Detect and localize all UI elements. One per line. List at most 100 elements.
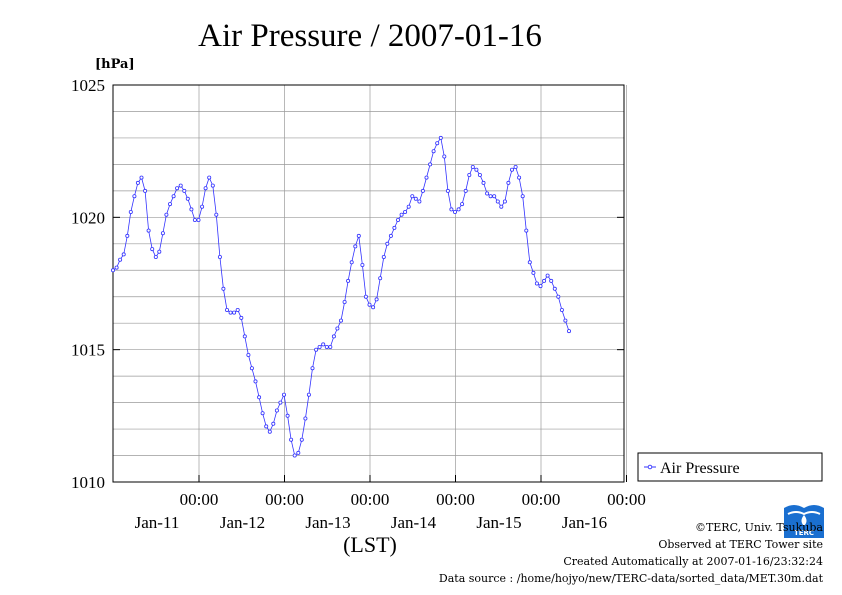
data-point xyxy=(132,194,137,199)
data-point xyxy=(410,194,415,199)
data-point xyxy=(509,167,514,172)
data-point xyxy=(328,344,333,349)
legend-label-air-pressure: Air Pressure xyxy=(660,460,740,477)
data-point xyxy=(150,247,155,252)
data-point xyxy=(200,204,205,209)
y-tick-label: 1025 xyxy=(71,76,105,95)
data-point xyxy=(556,294,561,299)
data-point xyxy=(285,413,290,418)
data-point xyxy=(192,217,197,222)
data-point xyxy=(157,249,162,254)
data-point xyxy=(182,188,187,193)
data-point xyxy=(495,199,500,204)
x-tick-time-label: 00:00 xyxy=(351,490,390,509)
data-point xyxy=(517,175,522,180)
footer-created: Created Automatically at 2007-01-16/23:3… xyxy=(563,555,823,568)
terc-logo: TERC xyxy=(784,505,824,538)
chart-title: Air Pressure / 2007-01-16 xyxy=(198,18,542,54)
y-axis-ticks: 1010 1015 1020 1025 xyxy=(71,76,624,492)
data-point xyxy=(467,172,472,177)
data-point xyxy=(260,411,265,416)
data-point xyxy=(520,194,525,199)
data-point xyxy=(559,307,564,312)
data-point xyxy=(224,307,229,312)
data-point xyxy=(378,276,383,281)
data-point xyxy=(342,299,347,304)
data-point xyxy=(435,141,440,146)
data-point xyxy=(289,437,294,442)
data-point xyxy=(331,334,336,339)
data-point xyxy=(253,379,258,384)
data-point xyxy=(239,315,244,320)
footer-copyright: ©TERC, Univ. Tsukuba xyxy=(694,521,823,534)
data-point xyxy=(356,233,361,238)
y-tick-label: 1010 xyxy=(71,473,105,492)
x-tick-time-label: 00:00 xyxy=(265,490,304,509)
data-point xyxy=(563,318,568,323)
data-point xyxy=(349,260,354,265)
x-tick-time-label: 00:00 xyxy=(522,490,561,509)
data-point xyxy=(246,352,251,357)
x-axis-label: (LST) xyxy=(343,532,397,557)
data-point xyxy=(420,188,425,193)
x-tick-time-label: 00:00 xyxy=(180,490,219,509)
data-point xyxy=(278,400,283,405)
data-point xyxy=(185,196,190,201)
data-point xyxy=(118,257,123,262)
data-point xyxy=(335,326,340,331)
data-point xyxy=(210,183,215,188)
data-point xyxy=(314,347,319,352)
data-point xyxy=(499,204,504,209)
data-point xyxy=(167,202,172,207)
series-air-pressure xyxy=(111,135,572,458)
data-point xyxy=(360,262,365,267)
y-tick-label: 1020 xyxy=(71,208,105,227)
data-point xyxy=(175,186,180,191)
data-point xyxy=(534,281,539,286)
data-point xyxy=(189,207,194,212)
x-tick-date-label: Jan-14 xyxy=(391,513,437,532)
data-point xyxy=(346,278,351,283)
data-point xyxy=(207,175,212,180)
data-point xyxy=(538,284,543,289)
data-point xyxy=(438,135,443,140)
data-point xyxy=(338,318,343,323)
data-point xyxy=(299,437,304,442)
data-point xyxy=(477,172,482,177)
data-point xyxy=(488,194,493,199)
data-point xyxy=(474,167,479,172)
data-point xyxy=(463,188,468,193)
data-point xyxy=(424,175,429,180)
data-point xyxy=(235,307,240,312)
data-point xyxy=(413,196,418,201)
data-point xyxy=(470,164,475,169)
data-point xyxy=(524,228,529,233)
data-point xyxy=(545,273,550,278)
data-point xyxy=(388,233,393,238)
data-point xyxy=(506,180,511,185)
data-point xyxy=(135,180,140,185)
data-point xyxy=(406,204,411,209)
data-point xyxy=(217,254,222,259)
data-point xyxy=(449,207,454,212)
data-point xyxy=(242,334,247,339)
data-point xyxy=(513,164,518,169)
data-point xyxy=(324,344,329,349)
footer-observed: Observed at TERC Tower site xyxy=(658,538,823,551)
data-point xyxy=(203,186,208,191)
legend-marker-sample xyxy=(647,464,653,470)
grid-lines xyxy=(113,85,627,482)
data-point xyxy=(567,329,572,334)
data-point xyxy=(171,194,176,199)
data-point xyxy=(353,244,358,249)
data-point xyxy=(214,212,219,217)
data-point xyxy=(502,199,507,204)
data-point xyxy=(164,212,169,217)
data-point xyxy=(417,199,422,204)
data-point xyxy=(274,408,279,413)
data-point xyxy=(527,260,532,265)
data-point xyxy=(317,344,322,349)
data-point xyxy=(143,188,148,193)
data-point xyxy=(249,366,254,371)
data-point xyxy=(395,217,400,222)
